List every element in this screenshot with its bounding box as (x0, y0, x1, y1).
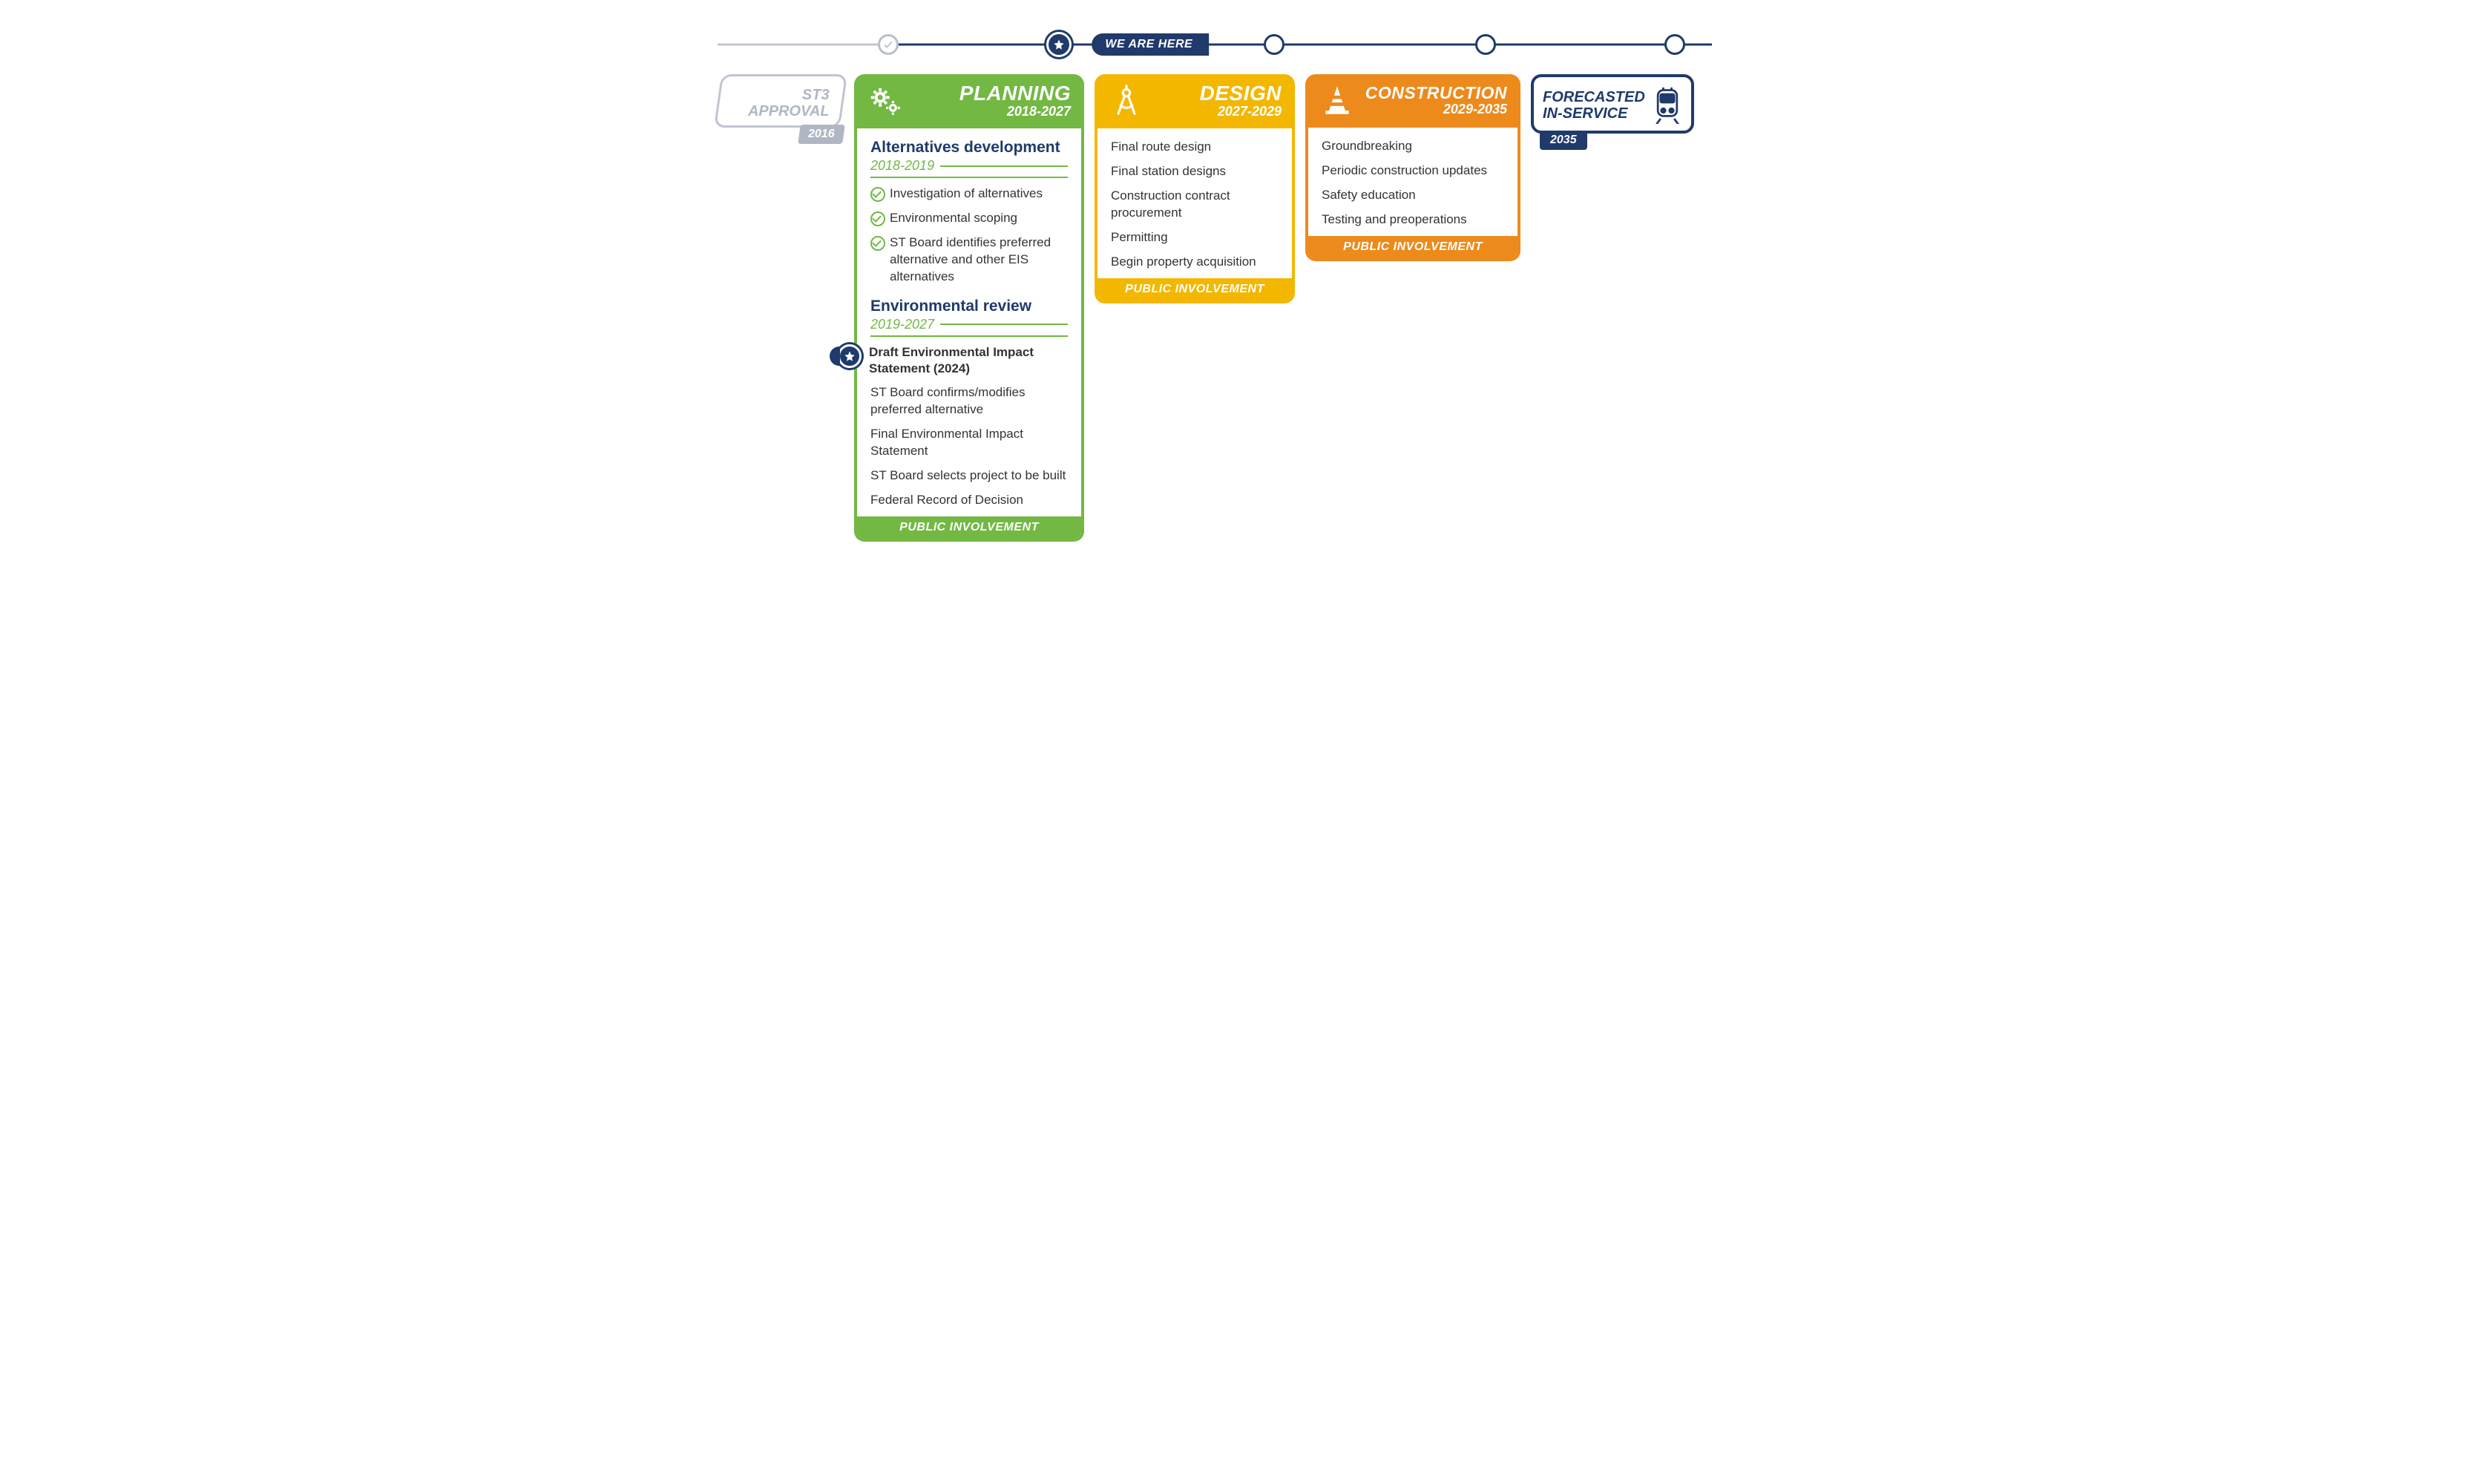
phase-header: PLANNING 2018-2027 (854, 74, 1084, 128)
list-item: Construction contract procurement (1111, 188, 1279, 222)
approval-title-1: ST3 (732, 87, 830, 103)
phase-footer: PUBLIC INVOLVEMENT (1308, 236, 1517, 258)
phase-forecast: FORECASTED IN-SERVICE 20 (1531, 74, 1694, 150)
list-item: Periodic construction updates (1322, 162, 1504, 180)
phase-header: CONSTRUCTION 2029-2035 (1305, 74, 1520, 128)
section-list: Final route design Final station designs… (1111, 139, 1279, 271)
phase-title: CONSTRUCTION (1365, 83, 1507, 103)
train-icon (1651, 86, 1684, 125)
section-list: Groundbreaking Periodic construction upd… (1322, 138, 1504, 229)
gears-icon (867, 82, 905, 119)
section-title: Alternatives development (870, 139, 1068, 157)
list-item: Environmental scoping (870, 210, 1068, 227)
phase-body: Final route design Final station designs… (1095, 128, 1295, 303)
phase-title: DESIGN (1154, 82, 1282, 105)
section-list: ST Board confirms/modifies preferred alt… (870, 384, 1068, 509)
list-item: Begin property acquisition (1111, 254, 1279, 271)
phase-dates: 2027-2029 (1154, 104, 1282, 119)
timeline-segment-past (718, 44, 896, 46)
phase-planning: PLANNING 2018-2027 Alternatives developm… (854, 74, 1084, 542)
list-item: ST Board selects project to be built (870, 467, 1068, 485)
list-item: Investigation of alternatives (870, 186, 1068, 203)
list-item: ST Board identifies preferred alternativ… (870, 234, 1068, 286)
list-item: Permitting (1111, 229, 1279, 246)
phase-footer: PUBLIC INVOLVEMENT (1097, 278, 1292, 301)
timeline-track: WE ARE HERE (792, 30, 1712, 59)
phase-approval: ST3 APPROVAL 2016 (718, 74, 844, 144)
phase-title: PLANNING (913, 82, 1071, 105)
phase-footer: PUBLIC INVOLVEMENT (857, 516, 1081, 539)
phase-design: DESIGN 2027-2029 Final route design Fina… (1095, 74, 1295, 303)
circle-marker (1664, 34, 1685, 55)
list-item: Groundbreaking (1322, 138, 1504, 155)
circle-marker (1264, 34, 1284, 55)
current-milestone: Draft Environmental Impact Statement (20… (838, 344, 1068, 377)
list-item: Final station designs (1111, 163, 1279, 180)
star-icon (838, 344, 862, 368)
phase-construction: CONSTRUCTION 2029-2035 Groundbreaking Pe… (1305, 74, 1520, 261)
compass-icon (1108, 82, 1145, 119)
phase-body: Alternatives development 2018-2019 Inves… (854, 128, 1084, 542)
forecast-title-1: FORECASTED (1543, 89, 1645, 105)
phase-dates: 2029-2035 (1365, 102, 1507, 117)
section-dates: 2019-2027 (870, 317, 1068, 337)
timeline-infographic: WE ARE HERE ST3 APPROVAL 2016 (718, 30, 1756, 542)
phase-header: DESIGN 2027-2029 (1095, 74, 1295, 128)
list-item: ST Board confirms/modifies preferred alt… (870, 384, 1068, 418)
star-marker-current (1046, 32, 1072, 57)
current-milestone-text: Draft Environmental Impact Statement (20… (869, 344, 1068, 377)
phases-row: ST3 APPROVAL 2016 PLANNING (718, 74, 1756, 542)
section-list: Investigation of alternatives Environmen… (870, 186, 1068, 286)
cone-icon (1319, 82, 1356, 119)
list-item: Testing and preoperations (1322, 211, 1504, 229)
section-dates: 2018-2019 (870, 158, 1068, 178)
list-item: Final route design (1111, 139, 1279, 156)
phase-body: Groundbreaking Periodic construction upd… (1305, 128, 1520, 261)
approval-year: 2016 (808, 128, 835, 141)
approval-title-2: APPROVAL (732, 103, 830, 119)
list-item: Safety education (1322, 187, 1504, 204)
phase-dates: 2018-2027 (913, 104, 1071, 119)
we-are-here-label: WE ARE HERE (1092, 33, 1209, 56)
forecast-title-2: IN-SERVICE (1543, 105, 1645, 122)
section-title: Environmental review (870, 298, 1068, 315)
check-marker (878, 34, 899, 55)
list-item: Final Environmental Impact Statement (870, 426, 1068, 460)
timeline-segment-future (896, 44, 1712, 46)
circle-marker (1475, 34, 1496, 55)
list-item: Federal Record of Decision (870, 492, 1068, 509)
forecast-year: 2035 (1540, 131, 1587, 150)
